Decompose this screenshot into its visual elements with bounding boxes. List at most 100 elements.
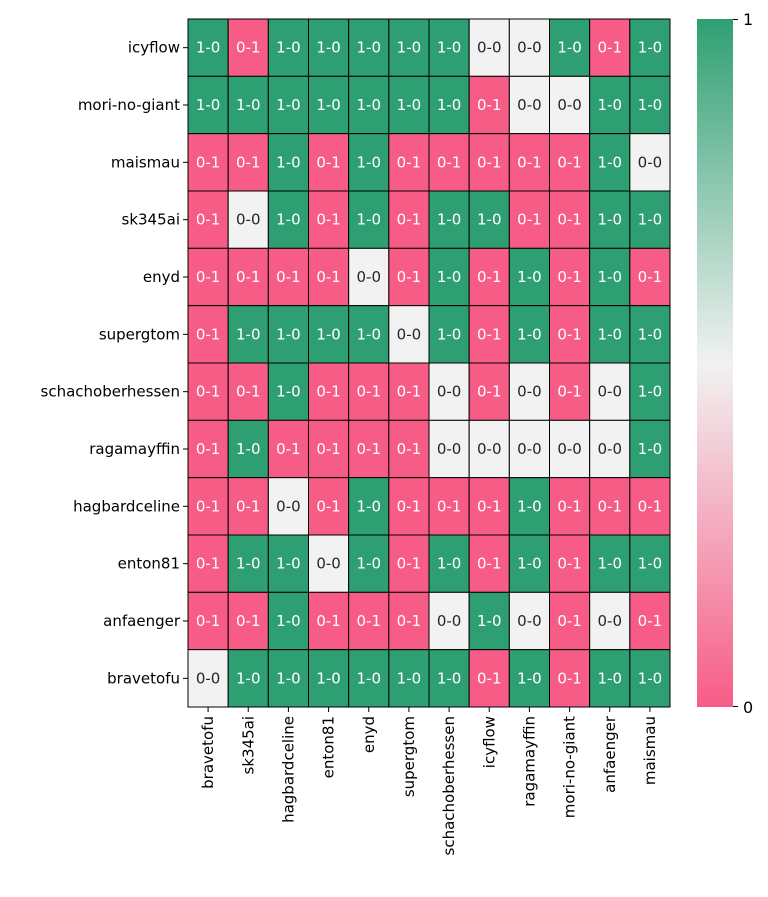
- y-tick-label: enyd: [143, 268, 180, 286]
- heatmap-cell: 0-1: [187, 477, 229, 536]
- cell-label: 1-0: [276, 669, 301, 687]
- cell-rect: [227, 362, 269, 421]
- heatmap-cell: 0-1: [468, 362, 510, 421]
- heatmap-cell: 0-1: [348, 362, 390, 421]
- heatmap-cell: 1-0: [348, 649, 390, 708]
- cell-rect: [549, 75, 591, 135]
- heatmap-cell: 1-0: [428, 649, 470, 708]
- cell-rect: [267, 649, 310, 708]
- cell-label: 0-1: [316, 383, 341, 401]
- cell-label: 0-1: [557, 555, 582, 573]
- cell-rect: [267, 362, 310, 421]
- cell-rect: [589, 534, 631, 593]
- cell-label: 0-1: [638, 497, 663, 515]
- heatmap-cell: 0-1: [267, 419, 310, 479]
- cell-label: 1-0: [276, 211, 301, 229]
- cell-label: 0-1: [236, 268, 261, 286]
- cell-rect: [227, 591, 269, 651]
- cell-label: 0-1: [357, 383, 382, 401]
- cell-rect: [348, 75, 390, 135]
- heatmap-cell: 0-0: [468, 419, 510, 479]
- y-tick-label: bravetofu: [107, 669, 180, 687]
- heatmap-cell: 0-0: [508, 362, 551, 421]
- cell-label: 1-0: [316, 39, 341, 57]
- cell-rect: [187, 419, 229, 479]
- cell-rect: [428, 362, 470, 421]
- cell-label: 0-0: [557, 96, 582, 114]
- cell-label: 1-0: [598, 153, 623, 171]
- x-tick-label: enton81: [320, 716, 338, 778]
- heatmap-cell: 0-0: [428, 362, 470, 421]
- heatmap-cell: 1-0: [428, 75, 470, 135]
- cell-label: 1-0: [638, 96, 663, 114]
- heatmap-cell: 1-0: [589, 247, 631, 307]
- heatmap-cell: 0-1: [308, 190, 350, 249]
- heatmap-cell: 1-0: [629, 534, 671, 593]
- cell-rect: [629, 649, 671, 708]
- cell-label: 0-1: [477, 96, 502, 114]
- cell-rect: [428, 419, 470, 479]
- cell-label: 0-1: [196, 555, 221, 573]
- heatmap-cell: 1-0: [629, 18, 671, 77]
- cell-label: 1-0: [316, 325, 341, 343]
- cell-rect: [227, 247, 269, 307]
- cell-label: 1-0: [598, 211, 623, 229]
- heatmap-cell: 0-1: [187, 419, 229, 479]
- heatmap-cell: 0-1: [549, 591, 591, 651]
- cell-label: 0-1: [437, 153, 462, 171]
- cell-label: 0-0: [517, 96, 542, 114]
- cell-rect: [227, 477, 269, 536]
- heatmap-cell: 1-0: [468, 591, 510, 651]
- heatmap-cell: 0-1: [468, 534, 510, 593]
- cell-label: 0-1: [477, 153, 502, 171]
- cell-rect: [468, 534, 510, 593]
- y-tick-label: supergtom: [99, 325, 180, 343]
- heatmap-cell: 0-1: [388, 419, 430, 479]
- colorbar: 1 0: [697, 10, 753, 717]
- colorbar-gradient: [697, 19, 733, 707]
- cell-label: 0-1: [196, 211, 221, 229]
- cell-label: 0-1: [236, 612, 261, 630]
- cell-label: 0-1: [598, 497, 623, 515]
- cell-label: 1-0: [638, 39, 663, 57]
- heatmap-cell: 1-0: [348, 190, 390, 249]
- cell-label: 1-0: [397, 39, 422, 57]
- x-tick-label: anfaenger: [601, 715, 619, 793]
- cell-label: 0-0: [316, 555, 341, 573]
- heatmap-cell: 0-1: [388, 190, 430, 249]
- cell-label: 0-1: [638, 268, 663, 286]
- heatmap-cell: 0-1: [227, 591, 269, 651]
- cell-label: 0-1: [517, 211, 542, 229]
- cell-rect: [549, 190, 591, 249]
- cell-label: 1-0: [276, 383, 301, 401]
- cell-label: 0-1: [276, 440, 301, 458]
- heatmap-cell: 1-0: [589, 534, 631, 593]
- cell-label: 0-1: [236, 153, 261, 171]
- cell-label: 0-1: [557, 612, 582, 630]
- cell-label: 0-1: [557, 669, 582, 687]
- cell-label: 1-0: [477, 211, 502, 229]
- heatmap-cell: 1-0: [267, 133, 310, 192]
- cell-label: 0-0: [437, 440, 462, 458]
- cell-rect: [629, 75, 671, 135]
- cell-label: 0-1: [437, 497, 462, 515]
- heatmap-cell: 0-1: [508, 190, 551, 249]
- heatmap-cell: 1-0: [227, 649, 269, 708]
- heatmap-cell: 0-1: [388, 477, 430, 536]
- cell-rect: [428, 75, 470, 135]
- heatmap-cell: 0-1: [187, 362, 229, 421]
- cell-rect: [348, 534, 390, 593]
- cell-label: 0-1: [477, 555, 502, 573]
- cell-rect: [589, 477, 631, 536]
- heatmap-cell: 0-1: [227, 133, 269, 192]
- heatmap-cell: 0-1: [589, 477, 631, 536]
- cell-label: 1-0: [357, 497, 382, 515]
- heatmap-cell: 1-0: [348, 133, 390, 192]
- cell-label: 1-0: [236, 440, 261, 458]
- cell-rect: [589, 362, 631, 421]
- cell-rect: [388, 362, 430, 421]
- cell-label: 1-0: [276, 325, 301, 343]
- cell-rect: [629, 591, 671, 651]
- cell-label: 1-0: [598, 96, 623, 114]
- heatmap-cell: 0-1: [348, 591, 390, 651]
